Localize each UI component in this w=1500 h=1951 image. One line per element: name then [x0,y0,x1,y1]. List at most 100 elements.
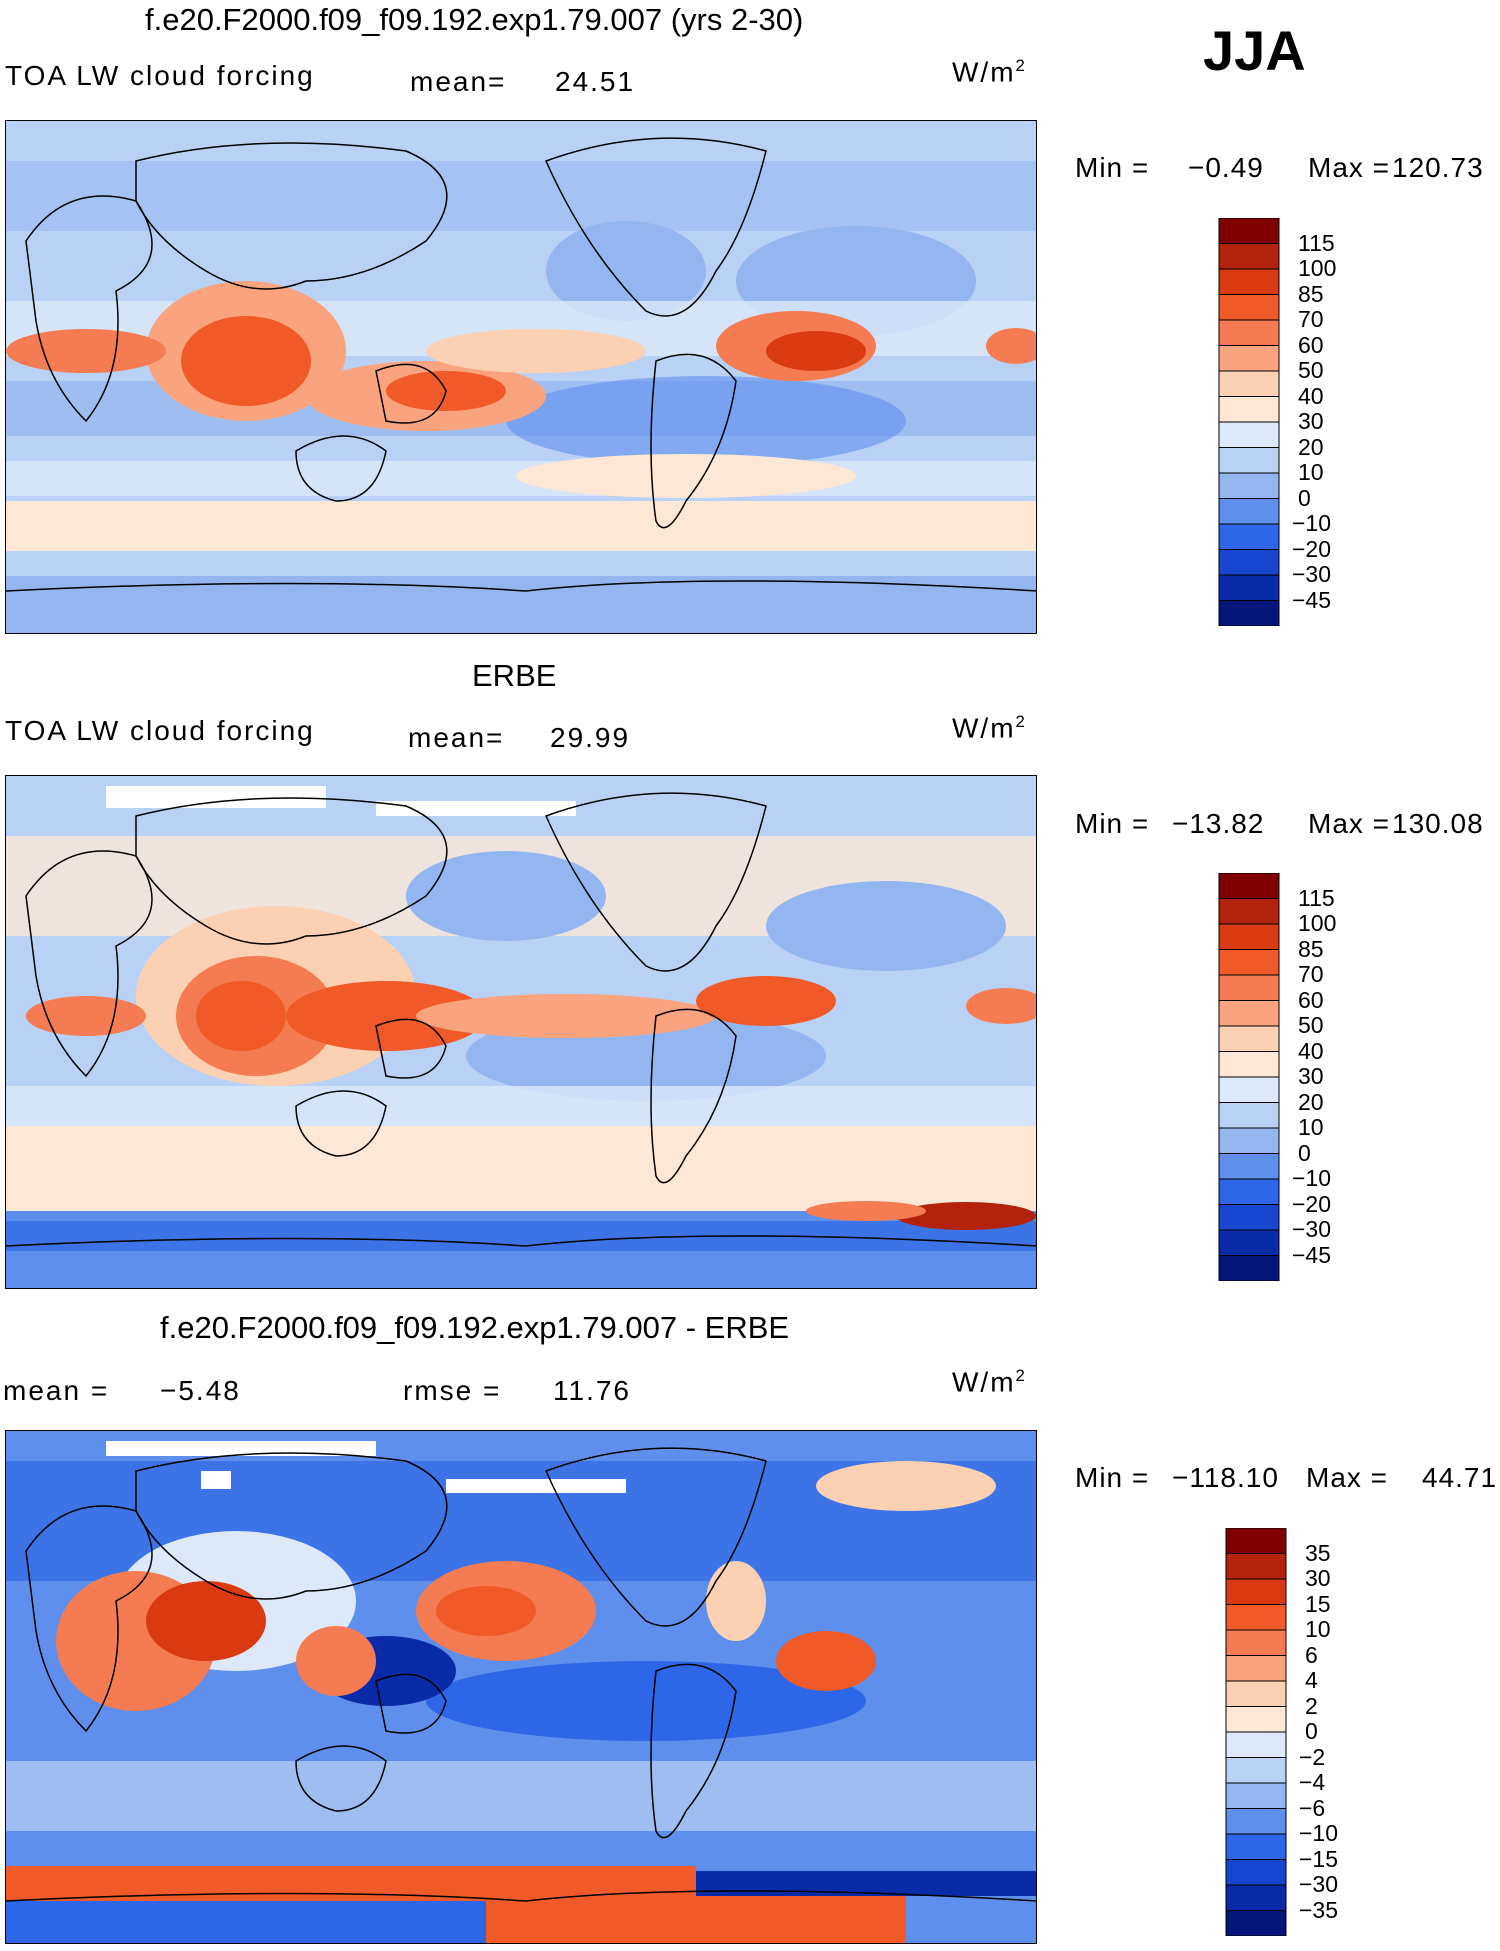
colorbar-swatch [1218,319,1280,346]
colorbar-level-label: 20 [1298,433,1324,460]
panel2-map-field [6,776,1036,1288]
panel2-mean-value: 29.99 [550,722,631,753]
colorbar-swatch [1218,217,1280,244]
panel1-min-label: Min = [1075,152,1150,183]
panel3-units: W/m2 [952,1366,1027,1398]
colorbar-swatch [1218,447,1280,474]
panel3-max-value: 44.71 [1422,1462,1498,1493]
colorbar-level-label: 60 [1298,986,1324,1013]
colorbar-level-label: −20 [1292,1190,1332,1217]
colorbar-swatch [1218,268,1280,295]
colorbar-swatch [1225,1833,1287,1860]
colorbar-swatch [1218,872,1280,899]
panel1-max-label: Max = [1308,152,1391,183]
panel2-colorbar [1218,872,1280,1286]
colorbar-level-label: 15 [1305,1590,1331,1617]
panel1-units: W/m2 [952,56,1027,88]
panel2-max-value: 130.08 [1392,808,1484,839]
colorbar-level-label: 50 [1298,1012,1324,1038]
colorbar-swatch [1218,345,1280,372]
panel3-max-label: Max = [1306,1462,1389,1493]
colorbar-level-label: 30 [1298,408,1324,434]
colorbar-level-label: 30 [1305,1565,1331,1591]
colorbar-swatch [1225,1706,1287,1733]
panel2-mean-label: mean= [408,722,505,753]
colorbar-level-label: 0 [1298,1139,1311,1166]
colorbar-swatch [1225,1910,1287,1937]
colorbar-swatch [1218,549,1280,576]
colorbar-level-label: −20 [1292,535,1332,562]
colorbar-swatch [1225,1782,1287,1809]
colorbar-level-label: 100 [1298,255,1337,281]
colorbar-level-label: 2 [1305,1692,1318,1719]
colorbar-level-label: 20 [1298,1088,1324,1115]
panel3-colorbar-swatches [1225,1527,1287,1937]
panel3-map-field [6,1431,1036,1943]
colorbar-level-label: −30 [1292,1216,1332,1242]
colorbar-swatch [1218,1102,1280,1129]
colorbar-swatch [1225,1757,1287,1784]
colorbar-swatch [1218,1204,1280,1231]
colorbar-swatch [1218,243,1280,270]
colorbar-swatch [1218,600,1280,627]
colorbar-swatch [1225,1527,1287,1554]
colorbar-swatch [1225,1604,1287,1631]
colorbar-level-label: 70 [1298,306,1324,332]
colorbar-level-label: −30 [1299,1871,1339,1897]
panel1-map [5,120,1037,634]
panel2-units: W/m2 [952,712,1027,744]
colorbar-level-label: −6 [1299,1794,1326,1821]
colorbar-level-label: −15 [1299,1845,1339,1872]
colorbar-swatch [1218,1025,1280,1052]
colorbar-swatch [1218,974,1280,1001]
panel3-min-label: Min = [1075,1462,1150,1493]
colorbar-level-label: −10 [1292,510,1332,536]
panel1-max-value: 120.73 [1392,152,1484,183]
colorbar-swatch [1218,949,1280,976]
panel3-mean-value: −5.48 [160,1375,241,1406]
colorbar-swatch [1225,1578,1287,1605]
colorbar-swatch [1218,421,1280,448]
colorbar-swatch [1225,1884,1287,1911]
colorbar-level-label: 85 [1298,280,1324,307]
colorbar-swatch [1225,1629,1287,1656]
colorbar-level-label: 115 [1298,884,1335,911]
colorbar-swatch [1218,574,1280,601]
colorbar-swatch [1225,1655,1287,1682]
colorbar-level-label: 115 [1298,229,1335,256]
colorbar-level-label: −45 [1292,1241,1332,1268]
colorbar-level-label: −2 [1299,1743,1326,1770]
colorbar-swatch [1225,1553,1287,1580]
panel1-title: f.e20.F2000.f09_f09.192.exp1.79.007 (yrs… [145,2,804,37]
colorbar-level-label: −45 [1292,586,1332,613]
panel1-variable-label: TOA LW cloud forcing [5,60,315,91]
colorbar-level-label: 10 [1298,1114,1324,1140]
panel1-mean-value: 24.51 [555,66,636,97]
panel1-colorbar-swatches [1218,217,1280,627]
colorbar-swatch [1218,1051,1280,1078]
colorbar-level-label: 40 [1298,382,1324,409]
colorbar-swatch [1218,294,1280,321]
colorbar-swatch [1218,923,1280,950]
panel3-map [5,1430,1037,1944]
colorbar-level-label: −35 [1299,1896,1339,1923]
colorbar-level-label: 100 [1298,910,1337,936]
colorbar-swatch [1218,472,1280,499]
colorbar-level-label: 0 [1305,1718,1318,1744]
panel3-rmse-value: 11.76 [553,1375,631,1406]
colorbar-swatch [1225,1731,1287,1758]
panel2-variable-label: TOA LW cloud forcing [5,715,315,746]
colorbar-level-label: 60 [1298,331,1324,358]
panel1-mean-label: mean= [410,66,507,97]
colorbar-swatch [1225,1680,1287,1707]
colorbar-swatch [1218,1000,1280,1027]
colorbar-swatch [1218,1229,1280,1256]
panel2-max-label: Max = [1308,808,1391,839]
panel2-colorbar-swatches [1218,872,1280,1282]
panel1-min-value: −0.49 [1188,152,1264,183]
panel2-min-label: Min = [1075,808,1150,839]
colorbar-level-label: 40 [1298,1037,1324,1064]
colorbar-swatch [1218,1076,1280,1103]
panel3-mean-label: mean = [3,1375,110,1406]
colorbar-level-label: 10 [1298,459,1324,485]
